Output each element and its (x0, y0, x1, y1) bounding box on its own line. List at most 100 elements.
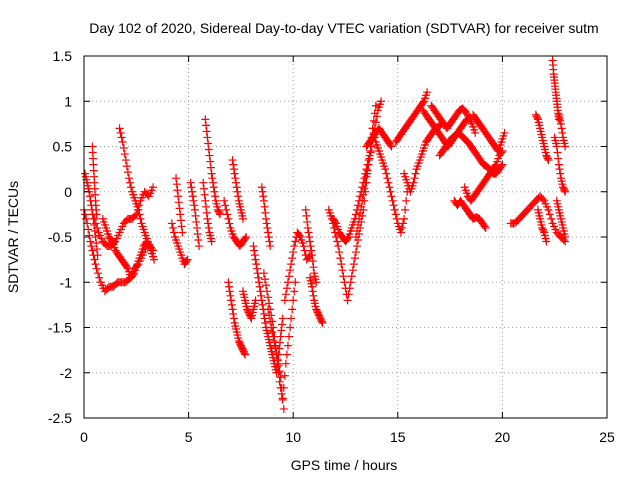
data-point (312, 278, 321, 287)
data-point (201, 196, 210, 205)
data-point (254, 273, 263, 282)
data-point (305, 237, 314, 246)
data-point (281, 359, 290, 368)
data-point (259, 196, 268, 205)
data-point (118, 137, 127, 146)
data-point (282, 284, 291, 293)
data-point (204, 223, 213, 232)
data-point (259, 309, 268, 318)
data-point (480, 222, 489, 231)
data-point (383, 174, 392, 183)
series-arc-aa (362, 124, 396, 151)
data-point (357, 202, 366, 211)
data-point (81, 210, 90, 219)
data-point (334, 242, 343, 251)
data-point (291, 278, 300, 287)
data-point (223, 210, 232, 219)
data-point (539, 226, 548, 235)
data-point (89, 214, 98, 223)
data-point (264, 305, 273, 314)
data-point (230, 169, 239, 178)
data-point (343, 234, 352, 243)
data-point (545, 210, 554, 219)
data-point (386, 140, 395, 149)
data-point (93, 269, 102, 278)
data-point (402, 196, 411, 205)
data-point (183, 255, 192, 264)
data-point (169, 228, 178, 237)
data-point (147, 245, 156, 254)
data-point (351, 210, 360, 219)
data-point (215, 210, 224, 219)
series-arc-ak (531, 110, 553, 165)
data-point (305, 233, 314, 241)
data-point (349, 260, 358, 269)
data-point (199, 184, 208, 193)
data-point (225, 282, 234, 291)
series-arc-u (301, 205, 321, 287)
data-point (229, 309, 238, 318)
series-arc-an (550, 133, 570, 196)
data-point (229, 160, 238, 169)
data-point (204, 145, 213, 154)
data-point (318, 318, 327, 327)
data-point (188, 192, 197, 201)
data-point (265, 311, 274, 320)
data-point (257, 183, 266, 192)
data-point (309, 263, 318, 272)
data-point (553, 148, 562, 157)
data-point (353, 242, 362, 251)
series-arc-l (220, 196, 251, 251)
data-point (232, 183, 241, 192)
data-point (263, 223, 272, 232)
data-point (90, 255, 99, 264)
data-point (257, 291, 266, 300)
data-point (290, 242, 299, 251)
data-point (552, 142, 561, 151)
data-point (359, 190, 368, 199)
data-point (262, 281, 271, 290)
data-point (194, 236, 203, 245)
data-point (233, 187, 242, 196)
data-point (260, 202, 269, 211)
data-point (543, 154, 552, 163)
data-point (232, 178, 241, 187)
data-point (392, 214, 401, 223)
series-arc-m (228, 156, 247, 223)
data-point (211, 192, 220, 201)
data-point (88, 246, 97, 255)
data-point (423, 88, 432, 97)
data-point (286, 323, 295, 332)
data-point (560, 186, 569, 195)
data-points (80, 56, 570, 413)
data-point (561, 142, 570, 151)
data-point (278, 314, 287, 323)
series-arc-n (224, 278, 250, 359)
data-point (203, 133, 212, 142)
data-point (255, 278, 264, 287)
data-point (278, 394, 287, 403)
data-point (215, 208, 224, 217)
data-point (538, 195, 547, 204)
data-point (353, 226, 362, 235)
data-point (95, 273, 104, 282)
data-point (339, 272, 348, 281)
data-point (91, 233, 100, 241)
series-arc-f (88, 142, 101, 219)
data-point (92, 264, 101, 273)
data-point (127, 183, 136, 192)
data-point (225, 219, 234, 228)
data-point (264, 228, 273, 237)
data-point (116, 128, 125, 137)
data-point (174, 198, 183, 207)
series-arc-x (328, 147, 375, 246)
data-point (205, 151, 214, 160)
data-point (188, 187, 197, 196)
data-point (241, 350, 250, 359)
data-point (361, 178, 370, 187)
data-point (209, 178, 218, 187)
data-point (193, 229, 202, 238)
series-arc-b (90, 183, 158, 251)
data-point (287, 314, 296, 323)
